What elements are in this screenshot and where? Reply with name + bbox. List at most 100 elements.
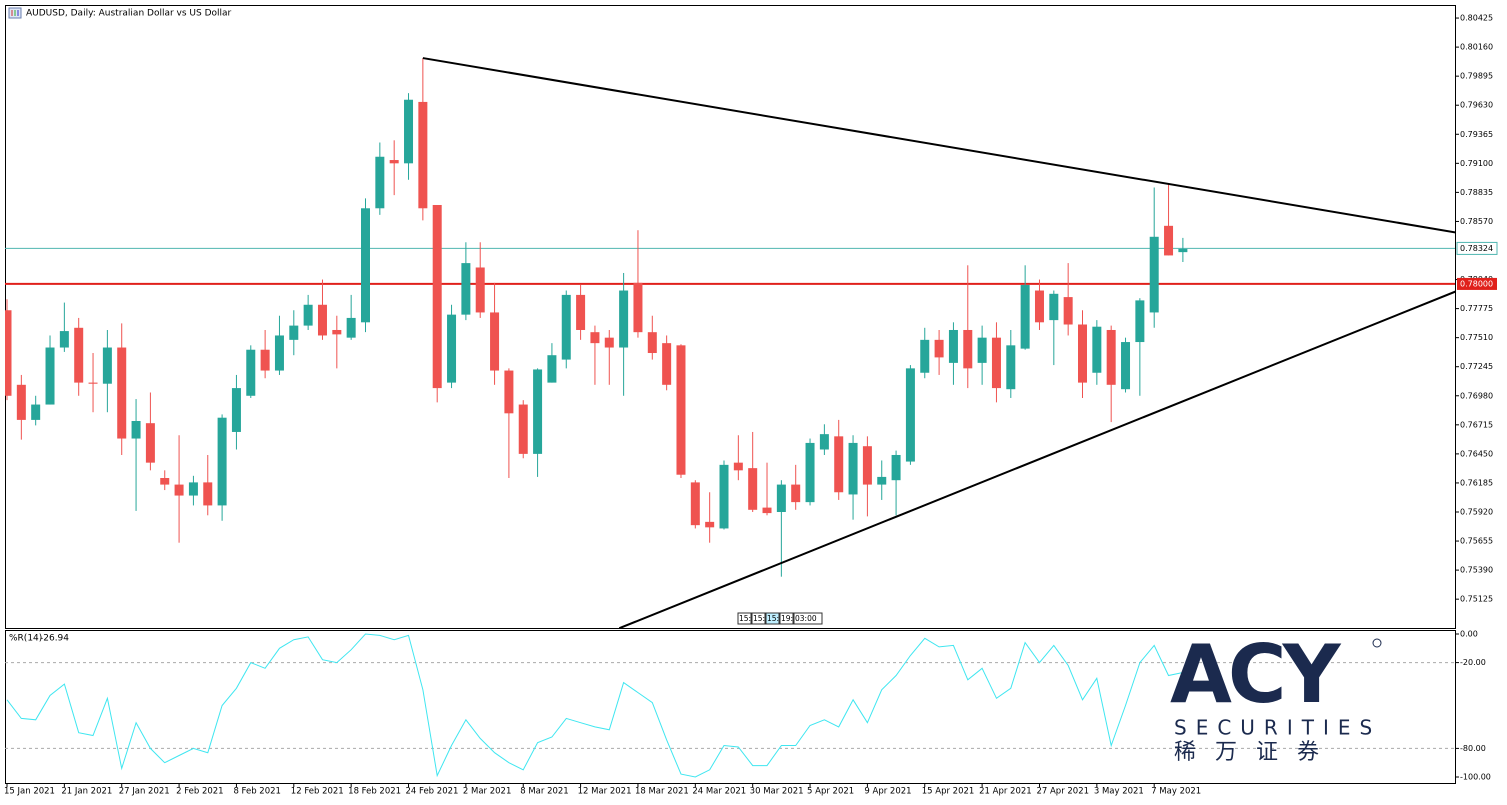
candle-body — [991, 337, 1001, 389]
candle-body — [862, 446, 872, 485]
y-tick-label: -100.00 — [1460, 772, 1491, 781]
x-tick-label: 24 Mar 2021 — [692, 787, 746, 797]
timestamp: 03:00 — [795, 614, 817, 623]
timestamps: 15: 15: 15: 19: 03:00 — [737, 612, 823, 625]
y-tick-label: -80.00 — [1460, 744, 1486, 753]
y-tick-label: 0.75920 — [1460, 507, 1493, 516]
y-tick-label: 0.77245 — [1460, 362, 1493, 371]
current-price-label: 0.78324 — [1460, 244, 1493, 253]
main-plot — [5, 57, 1455, 628]
candle-body — [733, 462, 743, 471]
candle-body — [289, 325, 299, 340]
candle-body — [303, 304, 313, 326]
x-tick-label: 8 Mar 2021 — [520, 787, 568, 797]
candle-body — [1149, 236, 1159, 313]
candle-body — [633, 282, 643, 333]
x-tick-label: 5 Apr 2021 — [807, 787, 854, 797]
candle-body — [375, 156, 385, 209]
candle-body — [1092, 326, 1102, 373]
trendline — [422, 57, 1455, 234]
y-tick-label: -20.00 — [1460, 658, 1486, 667]
candle-body — [619, 290, 629, 348]
candle-body — [705, 521, 715, 528]
candle-body — [547, 355, 557, 383]
candle-body — [719, 464, 729, 529]
axes: 0.80425 0.80160 0.79895 0.79630 0.79365 0.791… — [4, 14, 1498, 797]
logo: ACY SECURITIES 稀 万 证 券 — [1170, 628, 1382, 765]
candle-body — [576, 294, 586, 330]
candle-body — [418, 101, 428, 209]
candle-body — [74, 327, 84, 383]
candle-body — [590, 332, 600, 344]
timestamp-box — [751, 612, 766, 625]
y-tick-label: 0.78835 — [1460, 188, 1493, 197]
candle-body — [188, 482, 198, 496]
candle-body — [246, 349, 256, 396]
candle-body — [647, 332, 657, 354]
candle-body — [432, 204, 442, 389]
candle-body — [45, 347, 55, 405]
candle-body — [662, 343, 672, 385]
x-tick-label: 18 Feb 2021 — [348, 787, 401, 797]
x-tick-label: 7 May 2021 — [1151, 787, 1201, 797]
candle-body — [346, 317, 356, 338]
candle-body — [1049, 293, 1059, 321]
y-tick-label: 0.75390 — [1460, 566, 1493, 575]
candle-body — [174, 484, 184, 496]
candle-body — [1063, 297, 1073, 325]
candle-body — [1034, 290, 1044, 323]
y-tick-label: 0.80160 — [1460, 43, 1493, 52]
candle-body — [819, 434, 829, 450]
candle-body — [31, 404, 41, 420]
timestamp-box — [779, 612, 794, 625]
candle-body — [447, 314, 457, 383]
logo-subtitle: SECURITIES — [1174, 716, 1381, 740]
candle-body — [1164, 225, 1174, 256]
trendline — [618, 290, 1455, 628]
candle-body — [748, 468, 758, 510]
y-tick-label: 0.75125 — [1460, 595, 1493, 604]
y-tick-label: 0.79100 — [1460, 159, 1493, 168]
candle-body — [1178, 248, 1188, 253]
candle-body — [102, 347, 112, 384]
x-tick-label: 12 Mar 2021 — [578, 787, 632, 797]
candle-body — [905, 368, 915, 462]
candle-body — [805, 442, 815, 503]
timestamp-box — [765, 612, 780, 625]
candle-body — [117, 347, 127, 439]
candle-body — [963, 329, 973, 369]
x-tick-label: 2 Mar 2021 — [463, 787, 511, 797]
candle-body — [260, 349, 270, 371]
candle-body — [1135, 300, 1145, 343]
candle-body — [948, 329, 958, 363]
candle-body — [934, 339, 944, 358]
candle-body — [475, 267, 485, 313]
candle-body — [1106, 329, 1116, 385]
y-tick-label: 0.76980 — [1460, 391, 1493, 400]
candle-body — [16, 384, 26, 420]
x-tick-label: 27 Apr 2021 — [1036, 787, 1089, 797]
y-tick-label: 0.79365 — [1460, 130, 1493, 139]
indicator-title: %R(14) — [9, 634, 42, 644]
x-tick-label: 2 Feb 2021 — [176, 787, 224, 797]
candle-body — [762, 507, 772, 514]
candle-body — [891, 454, 901, 481]
y-tick-label: 0.76715 — [1460, 420, 1493, 429]
candle-body — [518, 404, 528, 454]
timestamp: 15: — [767, 614, 779, 623]
candle-body — [5, 310, 12, 396]
level-box — [1457, 277, 1497, 290]
candle-body — [361, 208, 370, 323]
candle-body — [561, 294, 571, 360]
y-tick-label: 0.77510 — [1460, 333, 1493, 342]
logo-brand: ACY — [1170, 628, 1342, 721]
candle-body — [977, 337, 987, 363]
x-tick-label: 18 Mar 2021 — [635, 787, 689, 797]
candle-body — [332, 329, 342, 335]
candle-body — [776, 484, 786, 512]
candle-body — [217, 417, 227, 506]
y-tick-label: 0.78570 — [1460, 217, 1493, 226]
y-tick-label: 0.77775 — [1460, 304, 1493, 313]
